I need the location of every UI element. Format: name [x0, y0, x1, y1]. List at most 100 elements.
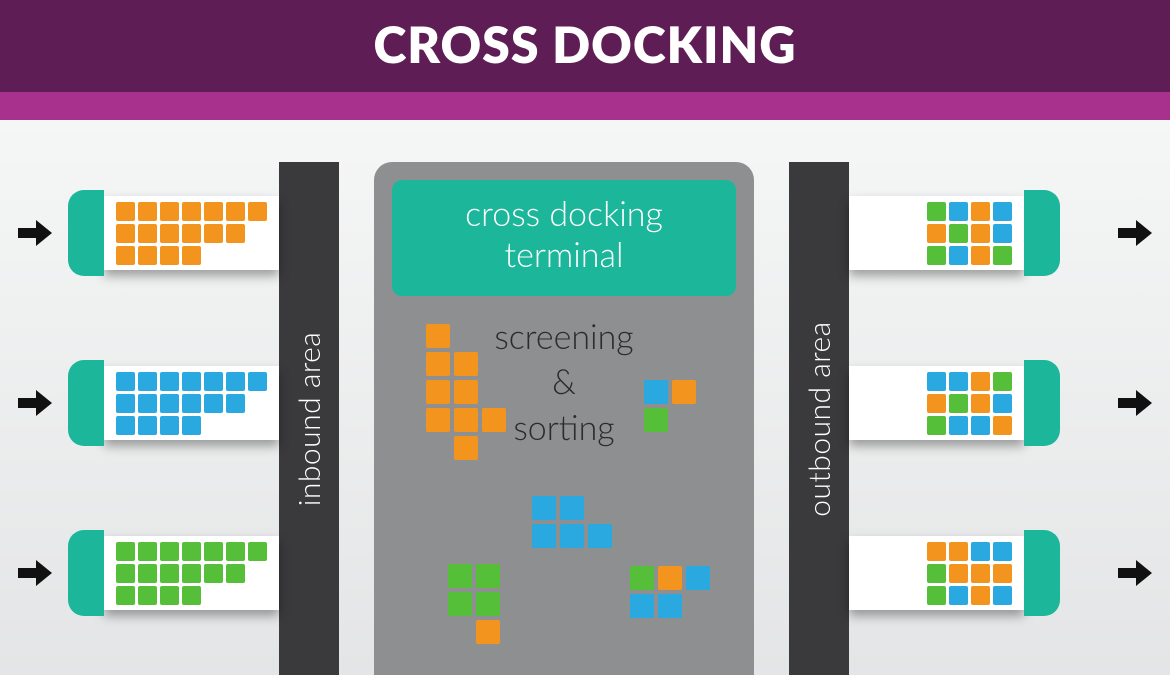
cargo-cell [116, 564, 135, 583]
cargo-cell [949, 372, 968, 391]
terminal-banner-line1: cross docking [465, 193, 663, 234]
cargo-cell [182, 564, 201, 583]
inbound-truck [104, 360, 315, 446]
terminal-body: screening & sorting [392, 296, 736, 656]
cargo-cell [949, 246, 968, 265]
cargo-cell [182, 394, 201, 413]
cargo-cell [927, 586, 946, 605]
cargo-cell [971, 224, 990, 243]
cargo-cell [248, 564, 267, 583]
sorting-box [658, 566, 682, 590]
sorting-line1: screening [494, 316, 633, 357]
cargo-cell [116, 394, 135, 413]
cargo-cell [182, 542, 201, 561]
cargo-cell [248, 542, 267, 561]
sorting-box [644, 380, 668, 404]
cargo-cell [971, 246, 990, 265]
header-dark: CROSS DOCKING [0, 0, 1170, 92]
cargo-cell [927, 416, 946, 435]
cargo-cell [116, 416, 135, 435]
sorting-box [426, 380, 450, 404]
truck-cab [68, 190, 104, 276]
cargo-cell [160, 542, 179, 561]
truck-cargo [116, 202, 267, 265]
cargo-cell [138, 202, 157, 221]
flow-arrow-icon [18, 560, 52, 586]
cargo-cell [116, 246, 135, 265]
cargo-cell [993, 564, 1012, 583]
truck-cargo [927, 542, 1012, 605]
sorting-box [672, 380, 696, 404]
sorting-box [686, 566, 710, 590]
cargo-cell [226, 372, 245, 391]
cargo-cell [949, 586, 968, 605]
outbound-truck [849, 530, 1060, 616]
cargo-cell [160, 246, 179, 265]
cargo-cell [248, 246, 267, 265]
cargo-cell [949, 224, 968, 243]
cargo-cell [204, 224, 223, 243]
cargo-cell [204, 246, 223, 265]
truck-cab [1024, 360, 1060, 446]
cargo-cell [927, 542, 946, 561]
cargo-cell [226, 564, 245, 583]
cargo-cell [160, 372, 179, 391]
inbound-truck [104, 190, 315, 276]
cargo-cell [138, 224, 157, 243]
sorting-box [448, 564, 472, 588]
cargo-cell [248, 202, 267, 221]
cargo-cell [138, 586, 157, 605]
cargo-cell [971, 416, 990, 435]
cargo-cell [993, 394, 1012, 413]
diagram-stage: inbound area outbound area cross docking… [0, 120, 1170, 675]
cargo-cell [138, 542, 157, 561]
cargo-cell [949, 564, 968, 583]
cargo-cell [248, 586, 267, 605]
cargo-cell [160, 224, 179, 243]
cargo-cell [226, 246, 245, 265]
flow-arrow-icon [1118, 220, 1152, 246]
sorting-box [630, 594, 654, 618]
cargo-cell [226, 224, 245, 243]
cargo-cell [160, 202, 179, 221]
cargo-cell [160, 586, 179, 605]
inbound-truck [104, 530, 315, 616]
cargo-cell [927, 394, 946, 413]
cargo-cell [226, 416, 245, 435]
cargo-cell [138, 394, 157, 413]
header-accent-bar [0, 92, 1170, 120]
sorting-box [454, 408, 478, 432]
cargo-cell [226, 586, 245, 605]
sorting-box [454, 436, 478, 460]
truck-cab [68, 530, 104, 616]
cargo-cell [993, 586, 1012, 605]
cargo-cell [182, 586, 201, 605]
sorting-box [532, 496, 556, 520]
truck-cargo [116, 372, 267, 435]
cargo-cell [993, 246, 1012, 265]
flow-arrow-icon [18, 220, 52, 246]
cargo-cell [116, 372, 135, 391]
cargo-cell [226, 542, 245, 561]
cargo-cell [182, 416, 201, 435]
sorting-box [560, 524, 584, 548]
terminal-banner-line2: terminal [505, 234, 624, 275]
sorting-box [426, 352, 450, 376]
cargo-cell [971, 202, 990, 221]
cargo-cell [927, 246, 946, 265]
sorting-box [482, 408, 506, 432]
terminal-banner: cross docking terminal [392, 180, 736, 296]
cargo-cell [204, 416, 223, 435]
cargo-cell [160, 564, 179, 583]
outbound-area-strip: outbound area [789, 162, 849, 675]
cargo-cell [160, 416, 179, 435]
flow-arrow-icon [1118, 560, 1152, 586]
sorting-box [630, 566, 654, 590]
cargo-cell [993, 372, 1012, 391]
cargo-cell [927, 564, 946, 583]
cargo-cell [927, 224, 946, 243]
sorting-box [454, 352, 478, 376]
cargo-cell [927, 202, 946, 221]
cargo-cell [248, 224, 267, 243]
cargo-cell [248, 372, 267, 391]
